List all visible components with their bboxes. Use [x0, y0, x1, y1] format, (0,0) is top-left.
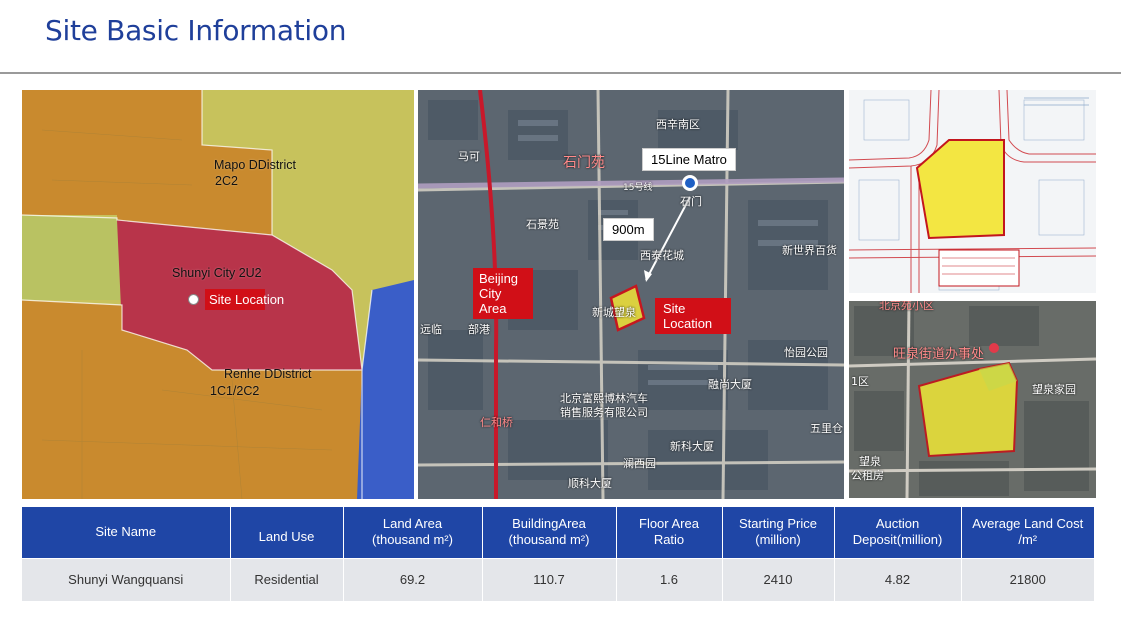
- mapo-district-code: 2C2: [215, 174, 238, 188]
- district-zoning-map[interactable]: Mapo DDistrict 2C2 Shunyi City 2U2 Site …: [22, 90, 414, 499]
- place-label: 远临: [420, 323, 442, 336]
- place-label: 新科大厦: [670, 440, 714, 453]
- cell-floor-area-ratio: 1.6: [616, 557, 723, 601]
- column-header-site-name: Site Name: [22, 507, 231, 558]
- place-label: 北京苑小区: [879, 301, 934, 312]
- place-label: 五里仓: [810, 422, 843, 435]
- place-label: 怡园公园: [784, 346, 828, 359]
- place-label: 1区: [851, 375, 869, 388]
- place-label: 公租房: [851, 469, 884, 482]
- column-header-average-land-cost: Average Land Cost/m²: [961, 507, 1094, 558]
- place-label: 西泰花城: [640, 249, 684, 262]
- place-label: 新城望泉: [592, 306, 636, 319]
- table-header-row: Site Name Land Use Land Area (thousand m²…: [22, 507, 1094, 558]
- site-location-label: Site Location: [205, 289, 284, 310]
- place-label: 望泉家园: [1032, 383, 1076, 396]
- renhe-district-label: Renhe DDistrict: [224, 367, 312, 381]
- cell-building-area: 110.7: [482, 557, 617, 601]
- place-label: 石景苑: [526, 218, 559, 231]
- beijing-city-area-label: Beijing City Area: [473, 268, 533, 319]
- table-row: Shunyi Wangquansi Residential 69.2 110.7…: [22, 557, 1094, 601]
- place-label: 石门: [680, 195, 702, 208]
- column-header-starting-price: Starting Price (million): [722, 507, 835, 558]
- column-header-land-area: Land Area (thousand m²): [343, 507, 483, 558]
- column-header-building-area: BuildingArea (thousand m²): [482, 507, 617, 558]
- cell-average-land-cost: 21800: [961, 557, 1094, 601]
- cell-auction-deposit: 4.82: [834, 557, 962, 601]
- mapo-district-label: Mapo DDistrict: [214, 158, 296, 172]
- shunyi-city-label: Shunyi City 2U2: [172, 266, 262, 280]
- place-label: 北京富熙博林汽车: [560, 392, 648, 405]
- place-label: 销售服务有限公司: [560, 406, 648, 419]
- column-header-floor-area-ratio: Floor Area Ratio: [616, 507, 723, 558]
- place-label: 15号线: [623, 183, 653, 193]
- cell-land-use: Residential: [230, 557, 344, 601]
- place-label: 西辛南区: [656, 118, 700, 131]
- satellite-location-map[interactable]: 15Line Matro 900m Beijing City Area Site…: [418, 90, 844, 499]
- metro-line-label: 15Line Matro: [642, 148, 736, 171]
- place-label: 新世界百货: [782, 244, 837, 257]
- cell-starting-price: 2410: [722, 557, 835, 601]
- cell-land-area: 69.2: [343, 557, 483, 601]
- column-header-auction-deposit: Auction Deposit(million): [834, 507, 962, 558]
- site-info-table: Site Name Land Use Land Area (thousand m²…: [22, 507, 1094, 601]
- cell-site-name: Shunyi Wangquansi: [22, 557, 231, 601]
- place-label: 澜西园: [623, 457, 656, 470]
- title-divider: [0, 72, 1121, 74]
- place-label: 石门苑: [563, 155, 605, 171]
- site-location-marker[interactable]: [188, 294, 199, 305]
- place-label: 部港: [468, 323, 490, 336]
- renhe-district-code: 1C1/2C2: [210, 384, 260, 398]
- place-label: 马可: [458, 150, 480, 163]
- place-label: 顺科大厦: [568, 477, 612, 490]
- place-label: 融尚大厦: [708, 378, 752, 391]
- site-planning-drawing[interactable]: [849, 90, 1096, 293]
- place-label: 旺泉街道办事处: [893, 347, 985, 362]
- site-location-callout: Site Location: [655, 298, 731, 334]
- page-title: Site Basic Information: [45, 14, 347, 47]
- place-label: 仁和桥: [480, 416, 513, 429]
- column-header-land-use: Land Use: [230, 507, 344, 558]
- distance-label: 900m: [603, 218, 654, 241]
- site-aerial-view[interactable]: 北京苑小区 旺泉街道办事处 望泉家园 1区 望泉 公租房: [849, 301, 1096, 498]
- place-label: 望泉: [859, 455, 881, 468]
